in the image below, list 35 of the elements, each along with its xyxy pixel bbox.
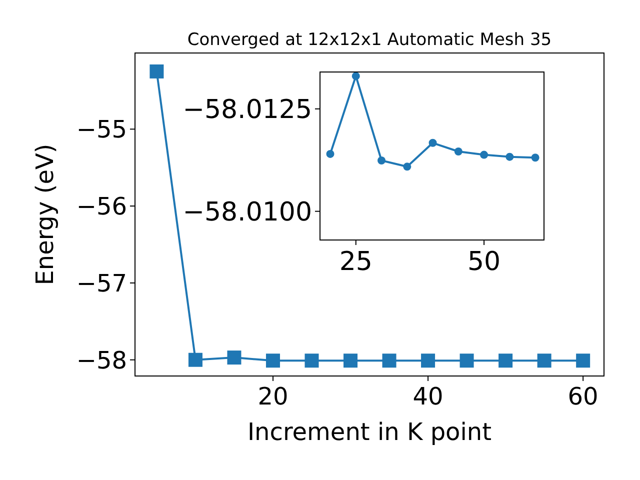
y-tick-label: −58 — [76, 346, 127, 374]
point — [531, 154, 540, 162]
point — [403, 162, 412, 171]
point — [576, 354, 590, 368]
point — [506, 152, 514, 161]
y-tick-label: −56 — [76, 192, 127, 220]
point — [498, 354, 513, 368]
y-tick-label: −58.0125 — [182, 94, 312, 125]
point — [266, 354, 280, 368]
point — [537, 354, 552, 368]
point — [454, 147, 462, 156]
y-tick-label: −58.0100 — [182, 197, 312, 228]
point — [460, 354, 474, 368]
y-axis-title: Energy (eV) — [31, 144, 59, 286]
point — [378, 156, 386, 165]
point — [352, 72, 360, 80]
point — [188, 352, 202, 367]
chart-title: Converged at 12x12x1 Automatic Mesh 35 — [187, 30, 552, 50]
point — [326, 150, 334, 158]
point — [304, 354, 319, 368]
point — [428, 138, 437, 147]
y-tick-label: −55 — [76, 116, 127, 144]
point — [227, 350, 242, 365]
point — [480, 150, 488, 159]
x-tick-label: 60 — [568, 382, 598, 410]
y-tick-label: −57 — [76, 269, 127, 298]
point — [344, 354, 358, 368]
x-tick-label: 50 — [467, 247, 501, 278]
x-axis-title: Increment in K point — [247, 418, 492, 446]
x-tick-label: 40 — [412, 382, 444, 410]
x-tick-label: 25 — [339, 247, 372, 278]
point — [150, 64, 164, 78]
point — [382, 354, 396, 368]
point — [421, 354, 436, 368]
x-tick-label: 20 — [258, 382, 288, 410]
